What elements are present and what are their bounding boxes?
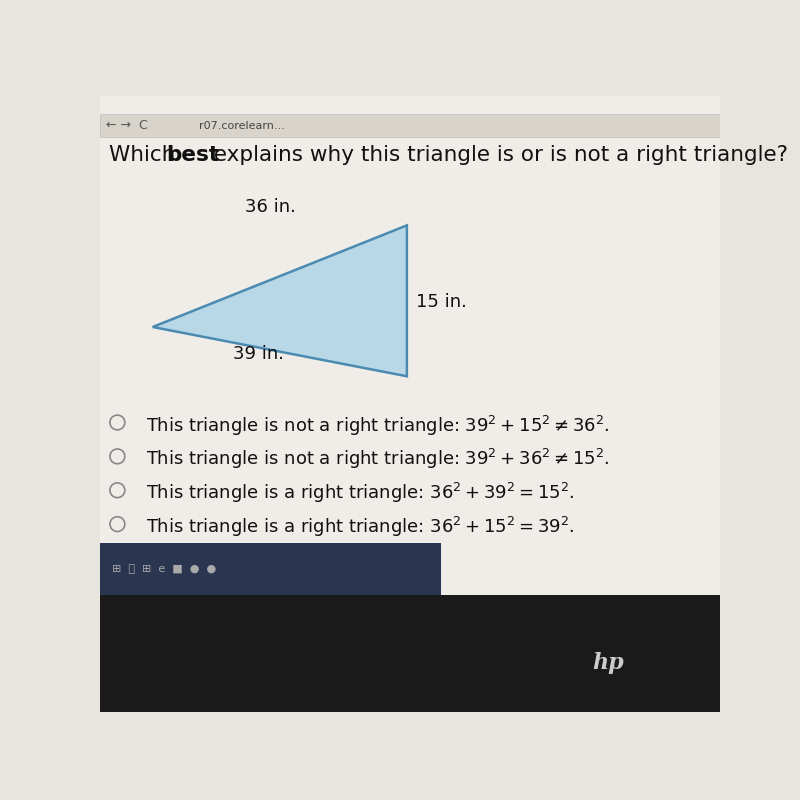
- Text: hp: hp: [593, 652, 624, 674]
- FancyBboxPatch shape: [100, 595, 720, 712]
- Text: This triangle is not a right triangle: $39^2 + 36^2 \neq 15^2$.: This triangle is not a right triangle: $…: [146, 447, 610, 471]
- Text: explains why this triangle is or is not a right triangle?: explains why this triangle is or is not …: [207, 145, 788, 165]
- Text: 15 in.: 15 in.: [416, 294, 467, 311]
- Text: best: best: [166, 145, 219, 165]
- FancyBboxPatch shape: [100, 114, 720, 138]
- Text: 39 in.: 39 in.: [233, 346, 284, 363]
- Text: This triangle is a right triangle: $36^2 + 39^2 = 15^2$.: This triangle is a right triangle: $36^2…: [146, 482, 575, 506]
- Text: r07.corelearn...: r07.corelearn...: [199, 121, 285, 130]
- Text: This triangle is a right triangle: $36^2 + 15^2 = 39^2$.: This triangle is a right triangle: $36^2…: [146, 515, 575, 539]
- Polygon shape: [153, 226, 407, 376]
- Text: This triangle is not a right triangle: $39^2 + 15^2 \neq 36^2$.: This triangle is not a right triangle: $…: [146, 414, 610, 438]
- Text: ⊞  ⌕  ⊞  e  ■  ●  ●: ⊞ ⌕ ⊞ e ■ ● ●: [112, 564, 217, 574]
- Text: 36 in.: 36 in.: [245, 198, 296, 216]
- FancyBboxPatch shape: [100, 542, 441, 595]
- Text: ← →  C: ← → C: [106, 119, 148, 132]
- FancyBboxPatch shape: [100, 96, 720, 595]
- Text: Which: Which: [110, 145, 182, 165]
